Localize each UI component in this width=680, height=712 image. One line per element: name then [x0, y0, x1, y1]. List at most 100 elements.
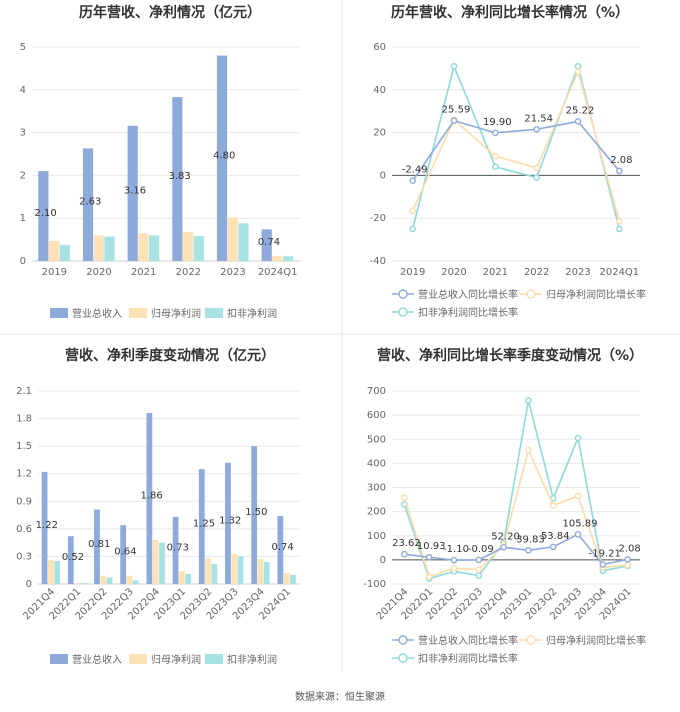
bar: [47, 560, 54, 584]
y-tick-label: 0: [26, 579, 32, 590]
legend-swatch: [205, 654, 223, 664]
x-tick-label: 2023: [565, 267, 590, 278]
data-label: 1.32: [219, 515, 241, 526]
bar: [185, 573, 192, 584]
bar: [146, 413, 153, 584]
legend-marker: [526, 289, 536, 299]
legend-swatch: [129, 654, 147, 664]
bar: [283, 256, 294, 261]
legend-label: 扣非净利润: [227, 653, 277, 666]
bar: [106, 577, 113, 584]
legend-label: 营业总收入同比增长率: [418, 634, 518, 647]
bar: [127, 125, 138, 261]
y-tick-label: 600: [367, 410, 386, 421]
legend-label: 归母净利润同比增长率: [546, 634, 646, 647]
data-label: 25.59: [442, 105, 471, 116]
bar: [67, 536, 74, 584]
x-tick-label: 2020: [441, 267, 466, 278]
legend-marker: [398, 653, 408, 663]
legend-label: 扣非净利润: [227, 307, 277, 320]
bar: [237, 556, 244, 584]
bar: [104, 236, 115, 261]
data-point: [533, 126, 540, 133]
bar: [74, 583, 80, 584]
bar: [48, 240, 60, 261]
y-tick-label: 0.3: [16, 551, 32, 562]
data-point: [492, 152, 499, 160]
chart-title: 营收、净利同比增长率季度变动情况（%）: [377, 347, 643, 364]
y-tick-label: 300: [367, 483, 386, 494]
legend-swatch: [205, 308, 223, 318]
bar: [193, 236, 204, 261]
bar: [59, 244, 70, 261]
bar: [227, 217, 238, 261]
bar: [159, 542, 165, 584]
y-tick-label: 0: [380, 555, 386, 566]
bar: [132, 580, 139, 584]
data-point: [533, 174, 540, 181]
series-line: [404, 533, 628, 566]
bar: [205, 558, 211, 584]
data-label: 0.52: [62, 552, 84, 563]
data-label: -0.09: [468, 544, 494, 555]
data-point: [525, 546, 532, 554]
bar: [41, 471, 48, 584]
bar: [38, 171, 49, 261]
data-point: [425, 553, 433, 561]
y-tick-label: 400: [367, 458, 386, 469]
y-tick-label: 200: [367, 507, 386, 518]
data-label: 2.10: [34, 208, 56, 219]
data-point: [616, 225, 623, 233]
series-line: [403, 447, 628, 578]
chart-title: 历年营收、净利情况（亿元）: [79, 4, 261, 21]
data-label: 23.62: [392, 538, 421, 549]
data-label: 3.16: [124, 185, 146, 196]
y-tick-label: 0.6: [16, 524, 32, 535]
x-tick-label: 2024Q1: [258, 267, 298, 278]
y-tick-label: 3: [20, 128, 26, 139]
legend-label: 归母净利润同比增长率: [546, 288, 646, 301]
bar: [100, 575, 107, 584]
data-point: [549, 543, 557, 551]
legend-marker: [398, 307, 408, 317]
legend-label: 营业总收入: [72, 653, 122, 666]
data-point: [574, 434, 582, 442]
y-tick-label: 0: [20, 256, 26, 267]
legend-swatch: [50, 654, 68, 664]
chart-title: 营收、净利季度变动情况（亿元）: [65, 347, 275, 364]
y-tick-label: 40: [373, 85, 386, 96]
bar: [182, 231, 194, 261]
data-label: 4.80: [213, 150, 235, 161]
data-label: -1.10: [443, 544, 469, 555]
data-label: 1.25: [193, 519, 215, 530]
data-label: 105.89: [563, 518, 598, 529]
bar: [93, 235, 104, 261]
bar: [283, 572, 290, 584]
x-tick-label: 2019: [42, 267, 67, 278]
legend-label: 扣非净利润同比增长率: [418, 306, 518, 319]
legend-label: 营业总收入: [72, 307, 122, 320]
y-tick-label: 500: [367, 434, 386, 445]
series-line: [412, 119, 620, 182]
data-point: [574, 118, 582, 125]
bar: [225, 462, 231, 584]
data-point: [409, 177, 416, 185]
data-point: [450, 556, 458, 564]
bar: [152, 539, 159, 584]
data-point: [450, 565, 458, 572]
bar: [138, 233, 149, 261]
x-tick-label: 2022: [176, 267, 201, 278]
data-point: [574, 68, 582, 75]
data-point: [450, 62, 458, 70]
bar: [80, 583, 87, 584]
data-label: 2.63: [79, 197, 101, 208]
data-point: [599, 561, 607, 568]
data-point: [492, 163, 499, 171]
y-tick-label: 0: [380, 170, 386, 181]
bar: [238, 223, 249, 261]
y-tick-label: 1.8: [16, 414, 32, 425]
y-tick-label: 100: [367, 531, 386, 542]
bar: [251, 446, 258, 584]
data-label: 25.22: [566, 105, 595, 116]
data-label: -2.49: [402, 165, 428, 176]
